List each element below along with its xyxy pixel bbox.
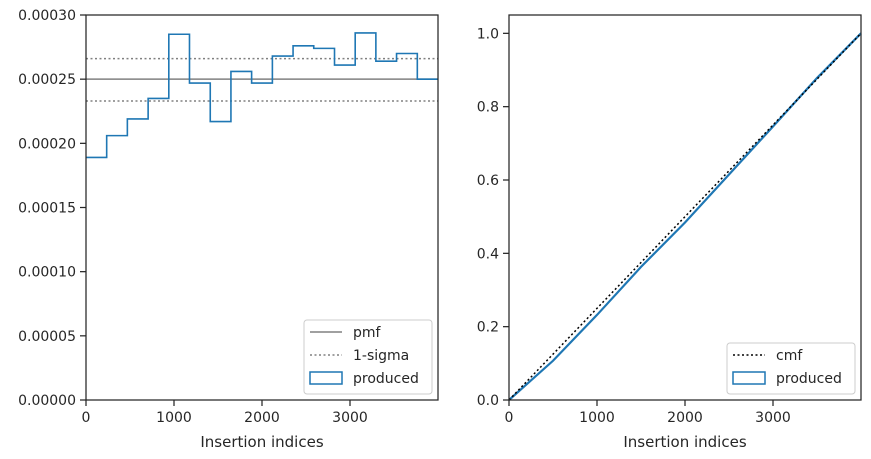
plot-frame — [508, 14, 862, 401]
x-axis-label: Insertion indices — [623, 433, 746, 451]
legend: cmf produced — [726, 342, 856, 395]
legend-label-pmf: pmf — [353, 325, 382, 341]
produced-step-outline — [86, 32, 438, 159]
y-tick-label: 0.00030 — [18, 8, 76, 24]
legend-box — [726, 342, 856, 395]
legend-label-produced: produced — [776, 371, 842, 387]
y-tick-label: 0.6 — [477, 173, 499, 189]
y-tick-label: 0.0 — [477, 393, 499, 409]
x-tick-label: 3000 — [755, 410, 791, 426]
cumulative-panel: 0 1000 2000 3000 0.0 0.2 0.4 0.6 0.8 1.0 Inserti… — [477, 14, 862, 451]
y-tick-label: 0.4 — [477, 246, 499, 262]
legend-label-produced: produced — [353, 371, 419, 387]
y-tick-label: 0.00000 — [18, 393, 76, 409]
y-tick-label: 0.00005 — [18, 329, 76, 345]
legend-swatch-produced — [309, 371, 343, 385]
histogram-panel: 0 1000 2000 3000 0.000000.000050.000100.000… — [18, 8, 439, 451]
x-tick-label: 2000 — [667, 410, 703, 426]
x-tick-label: 2000 — [244, 410, 280, 426]
x-tick-label: 1000 — [579, 410, 615, 426]
x-axis-label: Insertion indices — [200, 433, 323, 451]
x-tick-label: 0 — [505, 410, 514, 426]
y-tick-label: 0.00010 — [18, 265, 76, 281]
y-tick-label: 0.8 — [477, 100, 499, 116]
x-axis-ticks: 0 1000 2000 3000 — [82, 400, 368, 426]
y-tick-label: 0.00025 — [18, 72, 76, 88]
y-axis-ticks: 0.0 0.2 0.4 0.6 0.8 1.0 — [477, 26, 509, 409]
plot-frame — [85, 14, 439, 401]
y-axis-ticks: 0.00000 0.00005 0.00010 0.00015 0.00020 0.000… — [18, 8, 86, 409]
legend-box — [303, 319, 433, 395]
x-axis-ticks: 0 1000 2000 3000 — [505, 400, 791, 426]
x-tick-label: 1000 — [156, 410, 192, 426]
legend-label-1-sigma: 1-sigma — [353, 348, 409, 364]
produced-histogram-steps — [86, 32, 438, 159]
x-tick-label: 0 — [82, 410, 91, 426]
y-tick-label: 0.2 — [477, 320, 499, 336]
y-tick-label: 0.00020 — [18, 136, 76, 152]
y-tick-label: 1.0 — [477, 26, 499, 42]
cumulative-lines — [508, 32, 862, 401]
reference-lines — [86, 57, 438, 102]
legend-swatch-produced — [732, 371, 766, 385]
cmf-line — [508, 32, 862, 401]
y-tick-label: 0.00015 — [18, 201, 76, 217]
legend: pmf 1-sigma produced — [303, 319, 433, 395]
legend-label-cmf: cmf — [776, 348, 803, 364]
x-tick-label: 3000 — [332, 410, 368, 426]
